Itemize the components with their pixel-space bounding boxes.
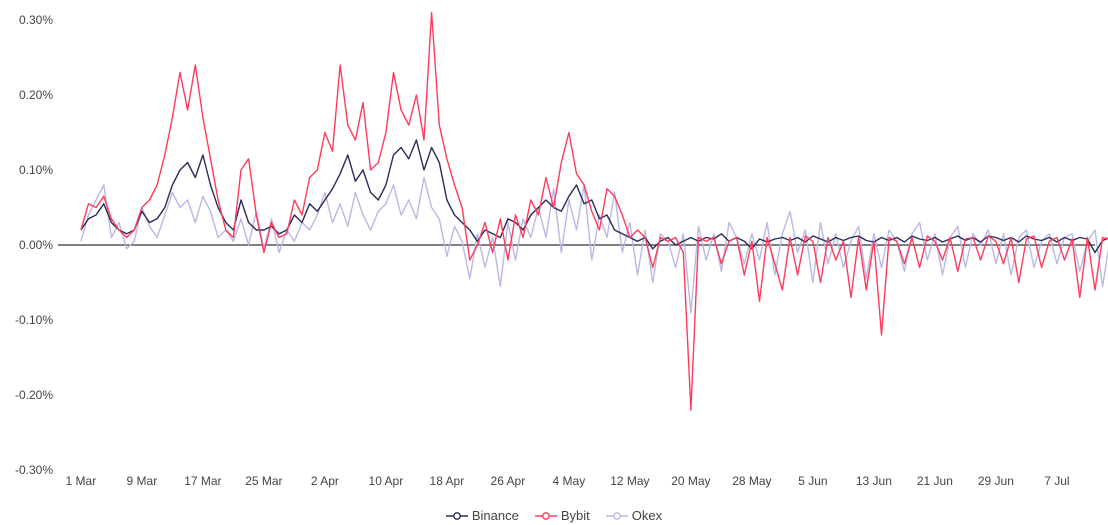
x-tick-label: 12 May [610, 474, 649, 488]
legend-label: Okex [632, 508, 662, 523]
x-tick-label: 29 Jun [978, 474, 1014, 488]
legend-item-bybit[interactable]: Bybit [535, 508, 590, 523]
y-tick-label: -0.20% [15, 388, 53, 402]
legend-label: Binance [472, 508, 519, 523]
y-tick-label: -0.30% [15, 463, 53, 477]
y-tick-label: 0.10% [19, 163, 53, 177]
x-tick-label: 5 Jun [798, 474, 827, 488]
x-tick-label: 10 Apr [369, 474, 404, 488]
x-tick-label: 4 May [553, 474, 586, 488]
x-tick-label: 18 Apr [430, 474, 465, 488]
legend-swatch-icon [535, 510, 557, 522]
y-tick-label: 0.30% [19, 13, 53, 27]
legend-item-okex[interactable]: Okex [606, 508, 662, 523]
plot-area [0, 0, 1108, 525]
x-tick-label: 17 Mar [184, 474, 221, 488]
series-line-bybit [81, 13, 1108, 411]
legend-swatch-icon [446, 510, 468, 522]
x-tick-label: 1 Mar [66, 474, 97, 488]
x-tick-label: 21 Jun [917, 474, 953, 488]
legend-swatch-icon [606, 510, 628, 522]
x-tick-label: 9 Mar [127, 474, 158, 488]
legend-label: Bybit [561, 508, 590, 523]
x-tick-label: 20 May [671, 474, 710, 488]
y-tick-label: 0.20% [19, 88, 53, 102]
funding-rate-chart: 0.30% 0.20% 0.10% 0.00% -0.10% -0.20% -0.30% 1… [0, 0, 1108, 525]
legend-item-binance[interactable]: Binance [446, 508, 519, 523]
y-tick-label: -0.10% [15, 313, 53, 327]
x-tick-label: 25 Mar [245, 474, 282, 488]
x-tick-label: 7 Jul [1044, 474, 1069, 488]
x-tick-label: 13 Jun [856, 474, 892, 488]
y-tick-label: 0.00% [19, 238, 53, 252]
x-tick-label: 26 Apr [491, 474, 526, 488]
x-tick-label: 2 Apr [311, 474, 339, 488]
legend: Binance Bybit Okex [0, 508, 1108, 525]
x-tick-label: 28 May [732, 474, 771, 488]
